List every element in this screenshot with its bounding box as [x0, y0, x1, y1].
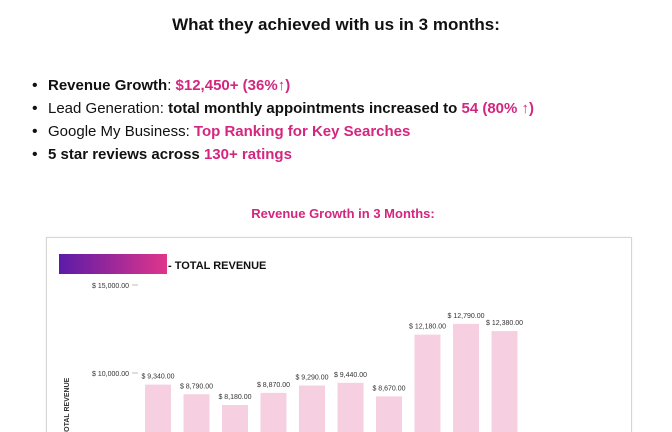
bar-value-label: $ 9,340.00: [141, 374, 174, 381]
legend-swatch: [59, 254, 167, 274]
y-tick-label: $ 15,000.00: [92, 283, 129, 290]
bar: [414, 334, 441, 432]
bar: [376, 396, 402, 432]
headline: What they achieved with us in 3 months:: [172, 15, 500, 34]
bar: [453, 323, 479, 432]
y-axis-label: TOTAL REVENUE: [64, 377, 71, 432]
bar-value-label: $ 12,790.00: [448, 313, 485, 320]
bar-value-label: $ 12,380.00: [486, 320, 523, 327]
leads-text: total monthly appointments increased to: [168, 100, 462, 117]
gmb-label: Google My Business: [48, 123, 186, 140]
bar: [337, 382, 364, 432]
revenue-chart: - TOTAL REVENUE $ 15,000.00 $ 10,000.00 TOT…: [46, 237, 632, 432]
reviews-value: 130+ ratings: [203, 146, 292, 163]
leads-sep: :: [159, 100, 169, 117]
legend-label: - TOTAL REVENUE: [168, 260, 266, 272]
bullet-reviews: 5 star reviews across 130+ ratings: [32, 143, 534, 166]
bar-value-label: $ 8,870.00: [257, 382, 290, 389]
chart-title: Revenue Growth in 3 Months:: [251, 206, 435, 221]
bar: [491, 331, 518, 432]
achievements-list: Revenue Growth: $12,450+ (36%↑) Lead Gen…: [32, 74, 534, 166]
revenue-chart-svg: - TOTAL REVENUE $ 15,000.00 $ 10,000.00 TOT…: [59, 254, 523, 432]
bullet-google-my-business: Google My Business: Top Ranking for Key …: [32, 120, 534, 143]
bar-value-label: $ 8,790.00: [180, 383, 213, 390]
leads-value: 54 (80% ↑): [461, 100, 535, 117]
revenue-value: $12,450+ (36%↑): [175, 77, 291, 94]
gmb-value: Top Ranking for Key Searches: [193, 123, 411, 140]
reviews-text: 5 star reviews across: [48, 146, 204, 163]
bar: [299, 385, 325, 432]
bar: [183, 394, 210, 432]
bar: [260, 392, 287, 432]
gmb-sep: :: [185, 123, 194, 140]
bar-value-label: $ 9,440.00: [334, 372, 367, 379]
bar: [222, 405, 248, 432]
bullet-lead-generation: Lead Generation: total monthly appointme…: [32, 97, 534, 120]
revenue-sep: :: [167, 77, 176, 94]
revenue-label: Revenue Growth: [48, 77, 168, 94]
bar-value-label: $ 12,180.00: [409, 324, 446, 331]
bar-value-label: $ 8,180.00: [218, 394, 251, 401]
bar-value-label: $ 9,290.00: [295, 374, 328, 381]
bar: [145, 384, 171, 432]
leads-label: Lead Generation: [48, 100, 160, 117]
y-tick-label: $ 10,000.00: [92, 371, 129, 378]
bullet-revenue-growth: Revenue Growth: $12,450+ (36%↑): [32, 74, 534, 97]
bar-value-label: $ 8,670.00: [372, 385, 405, 392]
